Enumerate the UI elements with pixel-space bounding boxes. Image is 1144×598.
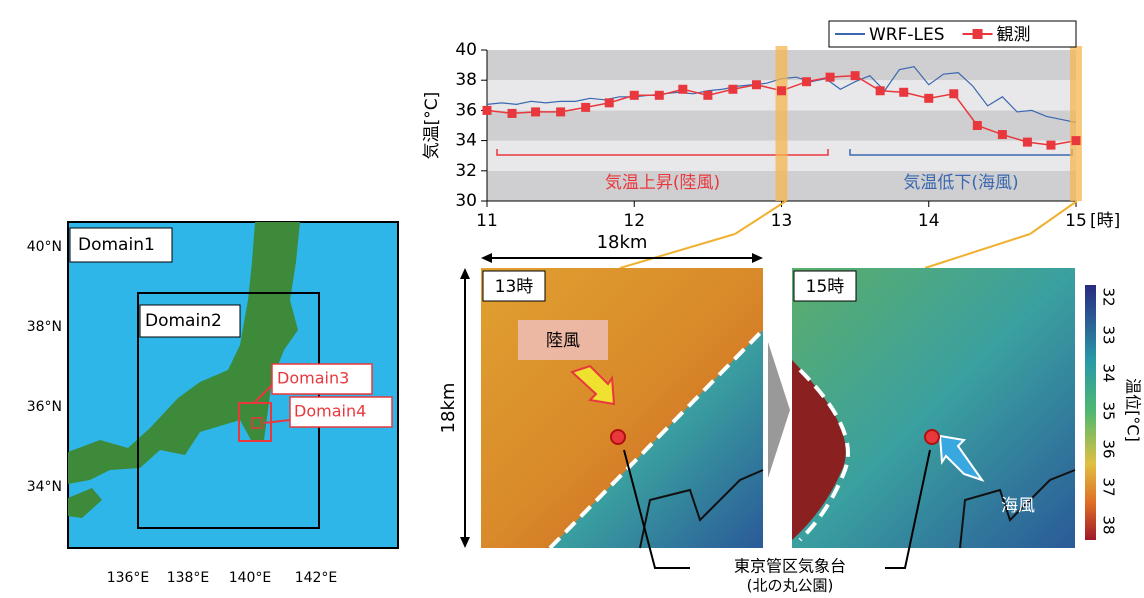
data-point bbox=[949, 89, 958, 98]
line-chart: 30 32 34 36 38 40 11 12 13 14 15[時] 気温[°C] 気温上昇(陸風) 気… bbox=[422, 21, 1120, 231]
colorbar-tick-label: 32 bbox=[1100, 287, 1118, 306]
data-point bbox=[678, 85, 687, 94]
data-point bbox=[728, 85, 737, 94]
data-point bbox=[998, 130, 1007, 139]
data-point bbox=[655, 91, 664, 100]
colorbar-tick-label: 36 bbox=[1100, 439, 1118, 458]
wind-label: 海風 bbox=[1001, 496, 1035, 516]
y-tick-label: 40 bbox=[455, 40, 477, 60]
map: Domain1 Domain2 Domain3 Domain4 40°N 38°… bbox=[27, 222, 398, 586]
station-marker bbox=[611, 430, 625, 444]
legend-label: 観測 bbox=[997, 25, 1031, 45]
connector bbox=[925, 234, 1030, 268]
colorbar-tick-label: 33 bbox=[1100, 325, 1118, 344]
station-name: (北の丸公園) bbox=[747, 577, 834, 595]
annotation: 気温低下(海風) bbox=[903, 173, 1018, 193]
arrow-head bbox=[752, 253, 763, 263]
data-point bbox=[581, 103, 590, 112]
lon-label: 138°E bbox=[167, 570, 210, 586]
colorbar bbox=[1085, 285, 1096, 540]
x-tick-label: 11 bbox=[476, 211, 498, 231]
arrow-head bbox=[460, 268, 470, 279]
data-point bbox=[876, 86, 885, 95]
colorbar-tick-label: 34 bbox=[1100, 363, 1118, 382]
y-tick-label: 36 bbox=[455, 100, 477, 120]
domain-label: Domain4 bbox=[294, 402, 366, 421]
domain-label: Domain3 bbox=[277, 369, 349, 388]
annotation: 気温上昇(陸風) bbox=[605, 173, 720, 193]
lat-label: 40°N bbox=[27, 239, 62, 255]
x-tick-label: 15 bbox=[1065, 211, 1087, 231]
data-point bbox=[556, 107, 565, 116]
scale-label: 18km bbox=[597, 232, 648, 253]
x-tick-label: 14 bbox=[918, 211, 940, 231]
lat-label: 36°N bbox=[27, 399, 62, 415]
data-point bbox=[777, 86, 786, 95]
lon-label: 140°E bbox=[229, 570, 272, 586]
time-label: 13時 bbox=[495, 277, 534, 297]
y-tick-label: 34 bbox=[455, 131, 477, 151]
station-name: 東京管区気象台 bbox=[734, 557, 846, 576]
arrow-head bbox=[481, 253, 492, 263]
colorbar-tick-label: 35 bbox=[1100, 401, 1118, 420]
domain-label: Domain1 bbox=[78, 235, 155, 255]
legend-box bbox=[829, 21, 1076, 47]
y-tick-label: 38 bbox=[455, 70, 477, 90]
legend-marker bbox=[973, 29, 983, 39]
x-unit: [時] bbox=[1090, 211, 1120, 231]
data-point bbox=[703, 91, 712, 100]
colorbar-ticks: 32 33 34 35 36 37 38 bbox=[1100, 287, 1118, 534]
data-point bbox=[826, 73, 835, 82]
figure: 30 32 34 36 38 40 11 12 13 14 15[時] 気温[°C] 気温上昇(陸風) 気… bbox=[0, 0, 1144, 594]
legend-label: WRF-LES bbox=[869, 25, 945, 45]
panels: 18km 18km 13時 15時 陸風 海風 東京管区気象台 (北の丸公園) … bbox=[438, 201, 1143, 594]
data-point bbox=[531, 107, 540, 116]
x-tick-label: 13 bbox=[771, 211, 793, 231]
x-tick-label: 12 bbox=[623, 211, 645, 231]
colorbar-tick-label: 38 bbox=[1100, 515, 1118, 534]
lat-label: 38°N bbox=[27, 319, 62, 335]
transition-arrow bbox=[768, 342, 790, 478]
data-point bbox=[851, 71, 860, 80]
data-point bbox=[605, 98, 614, 107]
data-point bbox=[802, 77, 811, 86]
data-point bbox=[630, 91, 639, 100]
wind-label: 陸風 bbox=[546, 331, 580, 351]
y-axis-label: 気温[°C] bbox=[422, 92, 442, 160]
lon-label: 142°E bbox=[295, 570, 338, 586]
data-point bbox=[483, 106, 492, 115]
y-tick-label: 30 bbox=[455, 191, 477, 211]
time-label: 15時 bbox=[806, 277, 845, 297]
data-point bbox=[899, 88, 908, 97]
station-marker bbox=[925, 430, 939, 444]
y-tick-label: 32 bbox=[455, 161, 477, 181]
colorbar-label: 温位[°C] bbox=[1124, 378, 1143, 442]
highlight-band bbox=[776, 46, 788, 201]
domain-label: Domain2 bbox=[145, 311, 222, 331]
arrow-head bbox=[460, 537, 470, 548]
data-point bbox=[973, 121, 982, 130]
data-point bbox=[1046, 141, 1055, 150]
colorbar-tick-label: 37 bbox=[1100, 477, 1118, 496]
data-point bbox=[508, 109, 517, 118]
data-point bbox=[1023, 138, 1032, 147]
scale-label: 18km bbox=[438, 383, 459, 434]
data-point bbox=[752, 80, 761, 89]
data-point bbox=[924, 94, 933, 103]
data-point bbox=[1072, 136, 1081, 145]
highlight-band bbox=[1070, 46, 1082, 201]
lon-label: 136°E bbox=[107, 570, 150, 586]
lat-label: 34°N bbox=[27, 479, 62, 495]
